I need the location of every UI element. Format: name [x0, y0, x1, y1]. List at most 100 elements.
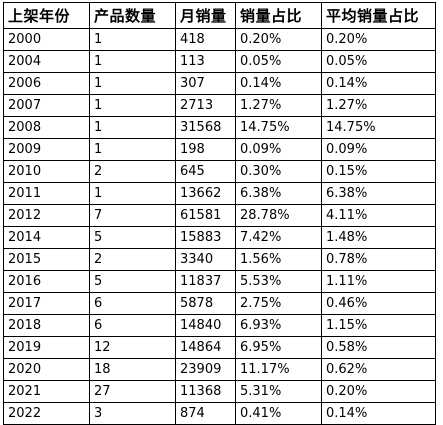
cell-year[interactable]: 2004 — [3, 50, 90, 73]
table-row: 2020 18 23909 11.17% 0.62% — [3, 358, 436, 381]
cell-product-count[interactable]: 1 — [89, 28, 176, 51]
cell-sales-share[interactable]: 0.14% — [235, 72, 322, 95]
cell-avg-sales-share[interactable]: 4.11% — [321, 204, 436, 227]
cell-year[interactable]: 2018 — [3, 314, 90, 337]
header-monthly-sales[interactable]: 月销量 — [175, 2, 236, 29]
cell-monthly-sales[interactable]: 113 — [175, 50, 236, 73]
cell-product-count[interactable]: 18 — [89, 358, 176, 381]
cell-year[interactable]: 2021 — [3, 380, 90, 403]
cell-monthly-sales[interactable]: 645 — [175, 160, 236, 183]
cell-monthly-sales[interactable]: 13662 — [175, 182, 236, 205]
cell-avg-sales-share[interactable]: 0.20% — [321, 28, 436, 51]
cell-year[interactable]: 2010 — [3, 160, 90, 183]
cell-monthly-sales[interactable]: 31568 — [175, 116, 236, 139]
cell-avg-sales-share[interactable]: 6.38% — [321, 182, 436, 205]
cell-year[interactable]: 2011 — [3, 182, 90, 205]
cell-avg-sales-share[interactable]: 1.15% — [321, 314, 436, 337]
table-row: 2010 2 645 0.30% 0.15% — [3, 160, 436, 183]
cell-monthly-sales[interactable]: 11368 — [175, 380, 236, 403]
cell-avg-sales-share[interactable]: 0.58% — [321, 336, 436, 359]
cell-year[interactable]: 2012 — [3, 204, 90, 227]
cell-sales-share[interactable]: 6.95% — [235, 336, 322, 359]
cell-sales-share[interactable]: 1.56% — [235, 248, 322, 271]
cell-monthly-sales[interactable]: 14840 — [175, 314, 236, 337]
table-row: 2012 7 61581 28.78% 4.11% — [3, 204, 436, 227]
cell-sales-share[interactable]: 6.93% — [235, 314, 322, 337]
cell-product-count[interactable]: 5 — [89, 270, 176, 293]
cell-monthly-sales[interactable]: 61581 — [175, 204, 236, 227]
cell-avg-sales-share[interactable]: 0.15% — [321, 160, 436, 183]
cell-monthly-sales[interactable]: 307 — [175, 72, 236, 95]
cell-avg-sales-share[interactable]: 1.27% — [321, 94, 436, 117]
cell-avg-sales-share[interactable]: 0.09% — [321, 138, 436, 161]
table-row: 2007 1 2713 1.27% 1.27% — [3, 94, 436, 117]
header-row: 上架年份 产品数量 月销量 销量占比 平均销量占比 — [3, 2, 436, 29]
cell-sales-share[interactable]: 5.31% — [235, 380, 322, 403]
cell-sales-share[interactable]: 1.27% — [235, 94, 322, 117]
cell-product-count[interactable]: 1 — [89, 72, 176, 95]
cell-monthly-sales[interactable]: 14864 — [175, 336, 236, 359]
cell-sales-share[interactable]: 28.78% — [235, 204, 322, 227]
cell-monthly-sales[interactable]: 3340 — [175, 248, 236, 271]
cell-product-count[interactable]: 12 — [89, 336, 176, 359]
cell-sales-share[interactable]: 0.30% — [235, 160, 322, 183]
cell-year[interactable]: 2020 — [3, 358, 90, 381]
cell-product-count[interactable]: 1 — [89, 50, 176, 73]
cell-year[interactable]: 2014 — [3, 226, 90, 249]
cell-year[interactable]: 2019 — [3, 336, 90, 359]
cell-avg-sales-share[interactable]: 1.48% — [321, 226, 436, 249]
header-year[interactable]: 上架年份 — [3, 2, 90, 29]
cell-avg-sales-share[interactable]: 0.46% — [321, 292, 436, 315]
cell-product-count[interactable]: 6 — [89, 292, 176, 315]
cell-monthly-sales[interactable]: 418 — [175, 28, 236, 51]
cell-sales-share[interactable]: 14.75% — [235, 116, 322, 139]
cell-avg-sales-share[interactable]: 0.20% — [321, 380, 436, 403]
cell-sales-share[interactable]: 7.42% — [235, 226, 322, 249]
cell-year[interactable]: 2009 — [3, 138, 90, 161]
cell-sales-share[interactable]: 5.53% — [235, 270, 322, 293]
cell-product-count[interactable]: 1 — [89, 138, 176, 161]
cell-avg-sales-share[interactable]: 14.75% — [321, 116, 436, 139]
cell-product-count[interactable]: 2 — [89, 248, 176, 271]
sales-table-container: 上架年份 产品数量 月销量 销量占比 平均销量占比 2000 1 418 0.20% 0… — [3, 2, 436, 425]
cell-monthly-sales[interactable]: 23909 — [175, 358, 236, 381]
cell-avg-sales-share[interactable]: 0.05% — [321, 50, 436, 73]
cell-avg-sales-share[interactable]: 1.11% — [321, 270, 436, 293]
cell-year[interactable]: 2015 — [3, 248, 90, 271]
cell-product-count[interactable]: 7 — [89, 204, 176, 227]
cell-product-count[interactable]: 1 — [89, 94, 176, 117]
cell-monthly-sales[interactable]: 198 — [175, 138, 236, 161]
table-row: 2011 1 13662 6.38% 6.38% — [3, 182, 436, 205]
cell-year[interactable]: 2006 — [3, 72, 90, 95]
cell-avg-sales-share[interactable]: 0.62% — [321, 358, 436, 381]
cell-sales-share[interactable]: 2.75% — [235, 292, 322, 315]
cell-sales-share[interactable]: 0.20% — [235, 28, 322, 51]
cell-year[interactable]: 2016 — [3, 270, 90, 293]
header-sales-share[interactable]: 销量占比 — [235, 2, 322, 29]
header-product-count[interactable]: 产品数量 — [89, 2, 176, 29]
cell-avg-sales-share[interactable]: 0.14% — [321, 72, 436, 95]
cell-monthly-sales[interactable]: 15883 — [175, 226, 236, 249]
header-avg-sales-share[interactable]: 平均销量占比 — [321, 2, 436, 29]
cell-monthly-sales[interactable]: 2713 — [175, 94, 236, 117]
table-row: 2006 1 307 0.14% 0.14% — [3, 72, 436, 95]
table-row: 2014 5 15883 7.42% 1.48% — [3, 226, 436, 249]
cell-product-count[interactable]: 1 — [89, 116, 176, 139]
cell-avg-sales-share[interactable]: 0.78% — [321, 248, 436, 271]
cell-year[interactable]: 2017 — [3, 292, 90, 315]
cell-product-count[interactable]: 2 — [89, 160, 176, 183]
cell-product-count[interactable]: 6 — [89, 314, 176, 337]
cell-product-count[interactable]: 1 — [89, 182, 176, 205]
cell-sales-share[interactable]: 6.38% — [235, 182, 322, 205]
cell-product-count[interactable]: 5 — [89, 226, 176, 249]
cell-monthly-sales[interactable]: 11837 — [175, 270, 236, 293]
cell-year[interactable]: 2008 — [3, 116, 90, 139]
cell-product-count[interactable]: 27 — [89, 380, 176, 403]
cell-sales-share[interactable]: 0.05% — [235, 50, 322, 73]
cell-monthly-sales[interactable]: 5878 — [175, 292, 236, 315]
cell-year[interactable]: 2000 — [3, 28, 90, 51]
sales-table: 上架年份 产品数量 月销量 销量占比 平均销量占比 2000 1 418 0.20% 0… — [3, 2, 436, 425]
cell-year[interactable]: 2007 — [3, 94, 90, 117]
cell-sales-share[interactable]: 11.17% — [235, 358, 322, 381]
cell-sales-share[interactable]: 0.09% — [235, 138, 322, 161]
